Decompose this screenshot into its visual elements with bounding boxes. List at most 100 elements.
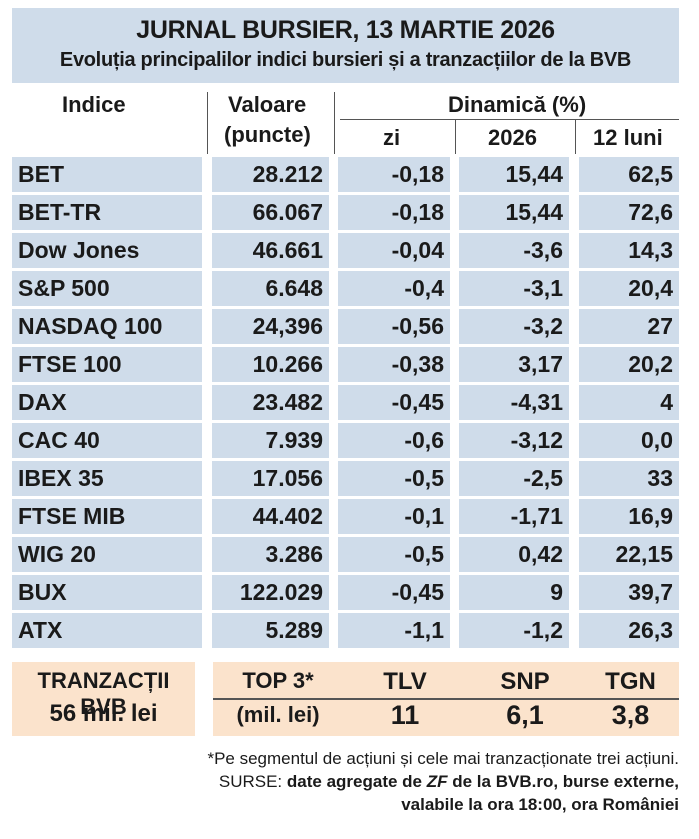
bvb-total: 56 mil. lei — [49, 700, 158, 727]
change-ytd: 9 — [459, 575, 569, 610]
change-12m: 27 — [579, 309, 679, 344]
sources-line-2: valabile la ora 18:00, ora României — [401, 795, 679, 814]
change-ytd: -1,2 — [459, 613, 569, 648]
index-name: CAC 40 — [12, 423, 202, 458]
index-name: FTSE 100 — [12, 347, 202, 382]
change-ytd: -2,5 — [459, 461, 569, 496]
change-ytd: -3,12 — [459, 423, 569, 458]
header-valoare: Valoare — [228, 92, 307, 117]
index-value: 3.286 — [212, 537, 329, 572]
header-divider — [575, 120, 576, 154]
change-day: -0,45 — [338, 575, 450, 610]
index-value: 66.067 — [212, 195, 329, 230]
index-name: Dow Jones — [12, 233, 202, 268]
change-day: -0,5 — [338, 537, 450, 572]
change-ytd: 15,44 — [459, 157, 569, 192]
index-name: BET-TR — [12, 195, 202, 230]
index-name: BET — [12, 157, 202, 192]
header-divider — [207, 92, 208, 154]
change-ytd: -3,2 — [459, 309, 569, 344]
title-banner: JURNAL BURSIER, 13 MARTIE 2026 Evoluția … — [12, 8, 679, 83]
index-value: 46.661 — [212, 233, 329, 268]
stock-symbol: TGN — [605, 668, 656, 695]
sources-line: SURSE: date agregate de ZF de la BVB.ro,… — [219, 771, 679, 793]
change-12m: 20,2 — [579, 347, 679, 382]
header-2026: 2026 — [488, 125, 537, 150]
table-row: BET 28.212 -0,18 15,44 62,5 — [12, 157, 679, 195]
change-day: -0,5 — [338, 461, 450, 496]
index-value: 6.648 — [212, 271, 329, 306]
table-row: FTSE 100 10.266 -0,38 3,17 20,2 — [12, 347, 679, 385]
change-12m: 22,15 — [579, 537, 679, 572]
table-row: BET-TR 66.067 -0,18 15,44 72,6 — [12, 195, 679, 233]
sources-text-b: de la BVB.ro, burse externe, — [452, 772, 679, 791]
bvb-transactions: TRANZACȚII BVB 56 mil. lei TOP 3* (mil. … — [12, 662, 679, 736]
stock-amount: 6,1 — [506, 700, 544, 730]
index-name: ATX — [12, 613, 202, 648]
table-row: WIG 20 3.286 -0,5 0,42 22,15 — [12, 537, 679, 575]
stock-amount: 3,8 — [611, 700, 650, 730]
top3-label: TOP 3* — [242, 668, 314, 693]
change-day: -0,04 — [338, 233, 450, 268]
change-day: -0,4 — [338, 271, 450, 306]
change-ytd: -1,71 — [459, 499, 569, 534]
bvb-label: TRANZACȚII BVB — [37, 668, 170, 719]
header-divider — [455, 120, 456, 154]
change-12m: 72,6 — [579, 195, 679, 230]
header-indice: Indice — [62, 92, 126, 117]
table-row: BUX 122.029 -0,45 9 39,7 — [12, 575, 679, 613]
stock-symbol: TLV — [383, 668, 427, 695]
change-ytd: -3,1 — [459, 271, 569, 306]
change-ytd: 3,17 — [459, 347, 569, 382]
change-12m: 33 — [579, 461, 679, 496]
index-name: DAX — [12, 385, 202, 420]
index-value: 5.289 — [212, 613, 329, 648]
page-subtitle: Evoluția principalilor indici bursieri ș… — [59, 49, 632, 71]
index-value: 28.212 — [212, 157, 329, 192]
page-title: JURNAL BURSIER, 13 MARTIE 2026 — [136, 16, 555, 44]
sources-text-a: date agregate de — [286, 772, 422, 791]
header-divider — [340, 119, 679, 120]
index-name: FTSE MIB — [12, 499, 202, 534]
table-row: CAC 40 7.939 -0,6 -3,12 0,0 — [12, 423, 679, 461]
change-day: -0,56 — [338, 309, 450, 344]
index-value: 24,396 — [212, 309, 329, 344]
change-12m: 62,5 — [579, 157, 679, 192]
bvb-divider — [213, 698, 679, 700]
change-ytd: 15,44 — [459, 195, 569, 230]
index-name: WIG 20 — [12, 537, 202, 572]
table-row: Dow Jones 46.661 -0,04 -3,6 14,3 — [12, 233, 679, 271]
sources-label: SURSE: — [218, 772, 283, 791]
index-name: S&P 500 — [12, 271, 202, 306]
table-row: DAX 23.482 -0,45 -4,31 4 — [12, 385, 679, 423]
table-row: FTSE MIB 44.402 -0,1 -1,71 16,9 — [12, 499, 679, 537]
change-day: -0,18 — [338, 195, 450, 230]
table-row: S&P 500 6.648 -0,4 -3,1 20,4 — [12, 271, 679, 309]
table-row: IBEX 35 17.056 -0,5 -2,5 33 — [12, 461, 679, 499]
header-12-luni: 12 luni — [593, 125, 663, 150]
header-dinamica: Dinamică (%) — [448, 92, 587, 117]
change-12m: 0,0 — [579, 423, 679, 458]
change-ytd: -4,31 — [459, 385, 569, 420]
header-divider — [334, 92, 335, 154]
change-day: -0,6 — [338, 423, 450, 458]
table-row: NASDAQ 100 24,396 -0,56 -3,2 27 — [12, 309, 679, 347]
index-name: NASDAQ 100 — [12, 309, 202, 344]
stock-symbol: SNP — [500, 668, 550, 695]
change-day: -1,1 — [338, 613, 450, 648]
table-row: ATX 5.289 -1,1 -1,2 26,3 — [12, 613, 679, 651]
stock-amount: 11 — [390, 700, 420, 730]
bvb-gap — [195, 662, 213, 736]
change-day: -0,18 — [338, 157, 450, 192]
index-value: 122.029 — [212, 575, 329, 610]
change-12m: 4 — [579, 385, 679, 420]
index-name: IBEX 35 — [12, 461, 202, 496]
sources-zf: ZF — [426, 772, 448, 791]
header-valoare-unit: (puncte) — [224, 122, 311, 147]
header-zi: zi — [383, 125, 401, 150]
change-12m: 26,3 — [579, 613, 679, 648]
change-12m: 16,9 — [579, 499, 679, 534]
change-day: -0,45 — [338, 385, 450, 420]
index-value: 7.939 — [212, 423, 329, 458]
